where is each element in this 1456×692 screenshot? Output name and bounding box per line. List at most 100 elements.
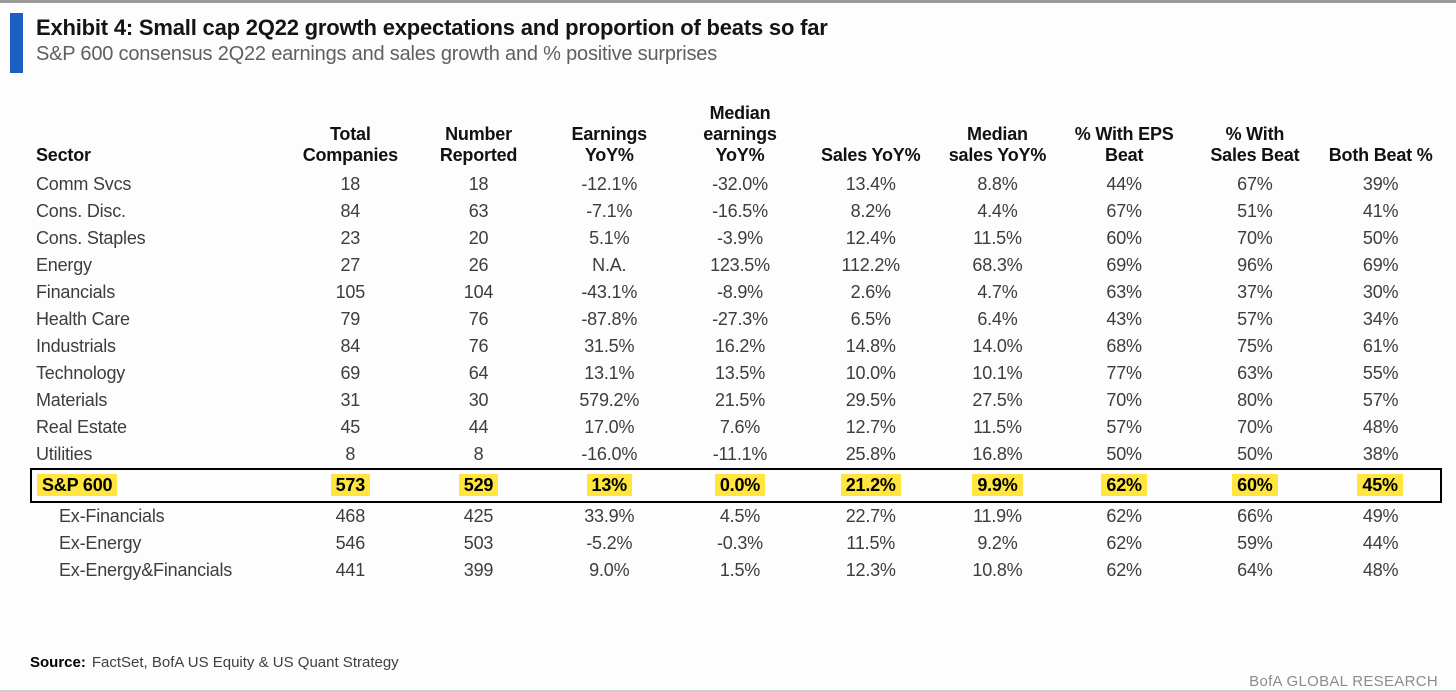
sector-cell: Industrials [36,336,116,356]
highlighted-value: 21.2% [840,474,901,496]
value-cell: -27.3% [712,309,768,329]
value-cell: 1.5% [719,560,761,580]
value-cell: 41% [1362,201,1399,221]
value-cell: 7.6% [719,417,761,437]
highlighted-value: 60% [1232,474,1278,496]
sector-cell: Materials [36,390,108,410]
value-cell: 10.8% [972,560,1023,580]
table-row: Health Care 79 76 -87.8% -27.3% 6.5% 6.4% 43% 57… [31,306,1441,333]
value-cell: 63 [468,201,489,221]
value-cell: 70% [1106,390,1142,410]
value-cell: -3.9% [716,228,763,248]
value-cell: 43% [1106,309,1142,329]
sector-cell: Energy [36,255,92,275]
value-cell: 76 [468,336,489,356]
value-cell: 33.9% [584,506,635,526]
value-cell: 6.4% [977,309,1018,329]
value-cell: -16.5% [712,201,768,221]
value-cell: -12.1% [581,174,638,194]
value-cell: 62% [1058,468,1190,503]
table-row: Comm Svcs 18 18 -12.1% -32.0% 13.4% 8.8% 44% 67%… [31,171,1441,198]
value-cell: 21.5% [714,390,766,410]
table-row: Energy 27 26 N.A. 123.5% 112.2% 68.3% 69% 96% 69% [31,252,1441,279]
value-cell: 13.4% [845,174,896,194]
value-cell: 80% [1237,390,1273,410]
sector-cell: S&P 600 [29,468,288,503]
value-cell: 70% [1237,228,1273,248]
value-cell: 4.5% [719,506,761,526]
value-cell: -32.0% [712,174,768,194]
summary-row: S&P 600 573 529 13% 0.0% 21.2% 9.9% 62% 60% 45% [29,468,1442,503]
value-cell: -43.1% [581,282,638,302]
value-cell: 45 [340,417,361,437]
value-cell: 67% [1106,201,1142,221]
header-row: Sector Total Companies Number Reported Earn… [31,103,1441,171]
table-header-row: Sector Total Companies Number Reported Earn… [31,103,1441,171]
column-header: Number Reported [439,124,518,165]
value-cell: 4.7% [977,282,1018,302]
value-cell: 8.8% [977,174,1018,194]
value-cell: -87.8% [581,309,638,329]
value-cell: 8.2% [850,201,891,221]
sector-cell: Comm Svcs [36,174,132,194]
value-cell: 55% [1362,363,1399,383]
value-cell: 30% [1362,282,1399,302]
sector-cell: Real Estate [36,417,127,437]
table-row: Industrials 84 76 31.5% 16.2% 14.8% 14.0% 68% 75… [31,333,1441,360]
exhibit-titles: Exhibit 4: Small cap 2Q22 growth expecta… [36,13,828,73]
value-cell: 96% [1237,255,1273,275]
value-cell: 14.0% [972,336,1023,356]
value-cell: 57% [1237,309,1273,329]
value-cell: 51% [1237,201,1273,221]
value-cell: 79 [340,309,361,329]
exhibit-table: Sector Total Companies Number Reported Earn… [29,103,1442,584]
table-row: Cons. Staples 23 20 5.1% -3.9% 12.4% 11.5% 60% 7… [31,225,1441,252]
source-text: FactSet, BofA US Equity & US Quant Strat… [91,654,399,671]
value-cell: 45% [1320,468,1442,503]
exhibit-subtitle: S&P 600 consensus 2Q22 earnings and sale… [36,43,717,65]
sector-cell: Cons. Disc. [36,201,126,221]
value-cell: 76 [468,309,489,329]
value-cell: 8 [345,444,356,464]
value-cell: 105 [335,282,366,302]
value-cell: 69% [1106,255,1142,275]
value-cell: 68.3% [972,255,1023,275]
value-cell: 84 [340,336,361,356]
value-cell: 31.5% [584,336,635,356]
column-header: Sales YoY% [821,145,921,165]
value-cell: -11.1% [712,444,768,464]
value-cell: 49% [1362,506,1399,526]
value-cell: -0.3% [716,533,763,553]
value-cell: 10.1% [972,363,1023,383]
source-note: Source: FactSet, BofA US Equity & US Quan… [30,654,399,671]
sector-cell: Technology [36,363,126,383]
highlighted-value: 573 [330,474,371,496]
value-cell: 9.9% [936,468,1059,503]
column-header: % With Sales Beat [1210,124,1300,165]
value-cell: 25.8% [845,444,896,464]
value-cell: 468 [335,506,366,526]
value-cell: 16.8% [972,444,1023,464]
value-cell: 84 [340,201,361,221]
value-cell: 13% [543,468,675,503]
value-cell: 48% [1362,417,1399,437]
sector-cell: Utilities [36,444,93,464]
highlighted-value: 529 [458,474,499,496]
value-cell: 27.5% [972,390,1023,410]
value-cell: 39% [1362,174,1399,194]
value-cell: -8.9% [716,282,763,302]
value-cell: 573 [287,468,414,503]
table-row: Utilities 8 8 -16.0% -11.1% 25.8% 16.8% 50% 50% 3… [31,441,1441,469]
value-cell: 9.2% [977,533,1018,553]
column-header: Total Companies [302,124,398,165]
value-cell: 123.5% [710,255,770,275]
value-cell: 62% [1106,533,1142,553]
highlighted-value: 45% [1357,474,1403,496]
value-cell: 62% [1106,560,1142,580]
value-cell: 69 [340,363,361,383]
table-row: Ex-Financials 468 425 33.9% 4.5% 22.7% 11.9% 62… [31,502,1441,530]
sector-cell: Ex-Energy [59,533,142,553]
value-cell: 63% [1237,363,1273,383]
sector-cell: Ex-Financials [59,506,165,526]
value-cell: 12.4% [845,228,896,248]
